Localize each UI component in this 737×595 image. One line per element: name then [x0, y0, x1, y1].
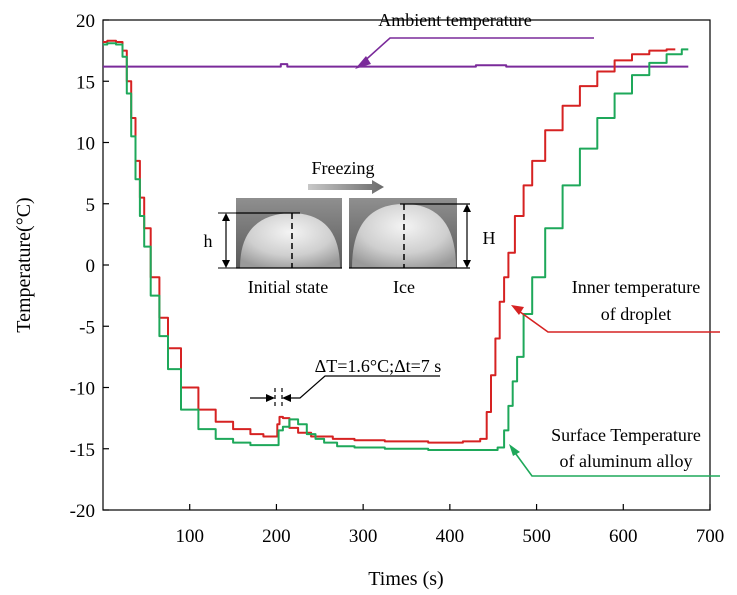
y-tick-label: -10: [70, 379, 95, 400]
freezing-label: Freezing: [312, 158, 375, 178]
surface-annotation: Surface Temperature of aluminum alloy: [509, 425, 720, 477]
x-tick-label: 300: [349, 526, 378, 547]
x-tick-label: 600: [609, 526, 638, 547]
tick-marks: [103, 19, 711, 511]
y-tick-label: 10: [76, 134, 95, 155]
x-tick-label: 500: [522, 526, 551, 547]
droplet-inset: Freezing h Initial state H: [204, 158, 496, 297]
ambient-label: Ambient temperature: [378, 10, 531, 30]
x-tick-label: 400: [436, 526, 465, 547]
surface-label-line2: of aluminum alloy: [560, 451, 693, 471]
y-tick-label: 0: [86, 256, 96, 277]
freezing-arrow: [308, 180, 384, 194]
x-tick-label: 200: [262, 526, 291, 547]
y-tick-label: 20: [76, 11, 95, 32]
surface-label-line1: Surface Temperature: [551, 425, 701, 445]
y-tick-label: 15: [76, 72, 95, 93]
H-label: H: [483, 228, 496, 248]
ambient-annotation: Ambient temperature: [355, 10, 594, 69]
surface-temperature-line: [103, 42, 689, 451]
tick-labels: 100 200 300 400 500 600 700 20 15 10 5 0 -5 -10 -15 -20: [70, 11, 725, 547]
inner-annotation: Inner temperature of droplet: [511, 277, 720, 333]
inner-label-line1: Inner temperature: [572, 277, 700, 297]
initial-state-label: Initial state: [248, 277, 328, 297]
delta-label: ΔT=1.6°C;Δt=7 s: [315, 356, 442, 376]
h-label: h: [204, 231, 213, 251]
inner-label-line2: of droplet: [601, 304, 671, 324]
x-axis-label: Times (s): [368, 568, 443, 590]
delta-annotation: ΔT=1.6°C;Δt=7 s: [250, 356, 441, 407]
y-tick-label: 5: [86, 195, 96, 216]
series-layer: [103, 39, 689, 451]
x-tick-label: 100: [175, 526, 204, 547]
initial-state-photo: h: [204, 198, 342, 269]
y-tick-label: -15: [70, 440, 95, 461]
ice-label: Ice: [393, 277, 415, 297]
y-tick-label: -5: [79, 317, 95, 338]
x-tick-label: 700: [696, 526, 725, 547]
y-axis-label: Temperature(°C): [13, 197, 35, 332]
y-tick-label: -20: [70, 501, 95, 522]
ice-photo: H: [349, 198, 496, 269]
ambient-temperature-line: [103, 63, 689, 68]
